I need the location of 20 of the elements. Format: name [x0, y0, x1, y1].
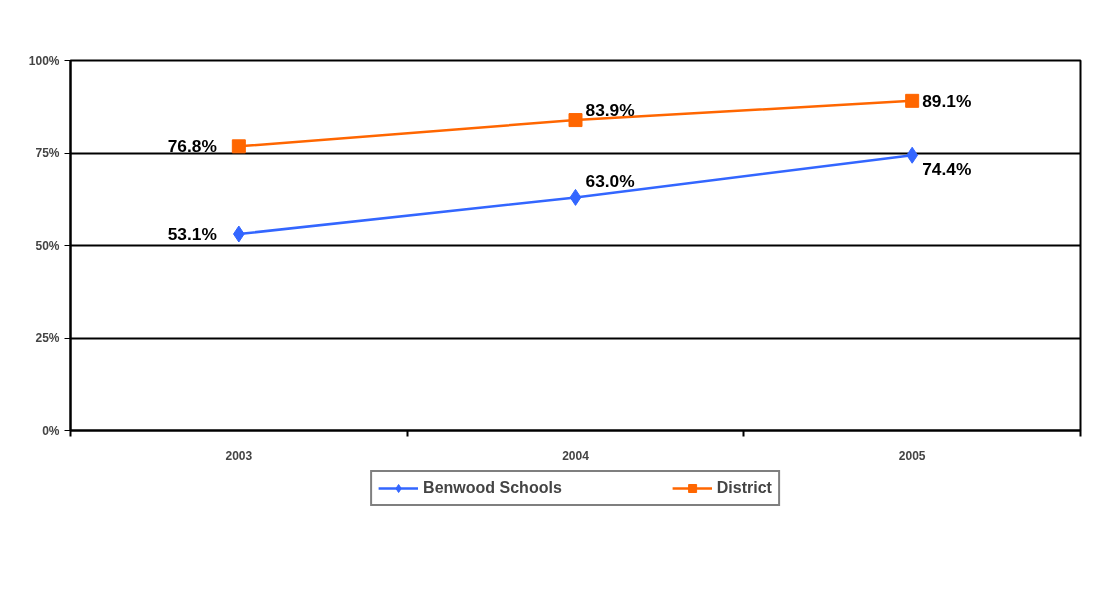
data-label: 74.4%	[922, 159, 972, 180]
y-tick-label: 25%	[35, 331, 60, 345]
point	[569, 188, 582, 206]
data-label: 53.1%	[167, 224, 217, 245]
data-label: 63.0%	[585, 171, 635, 192]
data-label: 89.1%	[922, 90, 972, 111]
point	[905, 93, 920, 108]
x-tick-label: 2004	[562, 448, 590, 463]
point	[568, 113, 583, 128]
x-tick-label: 2003	[225, 448, 253, 463]
y-tick-label: 50%	[35, 238, 60, 253]
point	[231, 139, 246, 154]
x-tick-label: 2005	[898, 448, 926, 463]
data-label: 76.8%	[167, 136, 217, 157]
legend-label: Benwood Schools	[423, 479, 562, 497]
y-tick-label: 0%	[42, 423, 60, 438]
legend-label: District	[716, 479, 772, 497]
y-tick-label: 75%	[35, 146, 60, 160]
data-label: 83.9%	[585, 100, 635, 121]
y-tick-label: 100%	[28, 53, 60, 68]
